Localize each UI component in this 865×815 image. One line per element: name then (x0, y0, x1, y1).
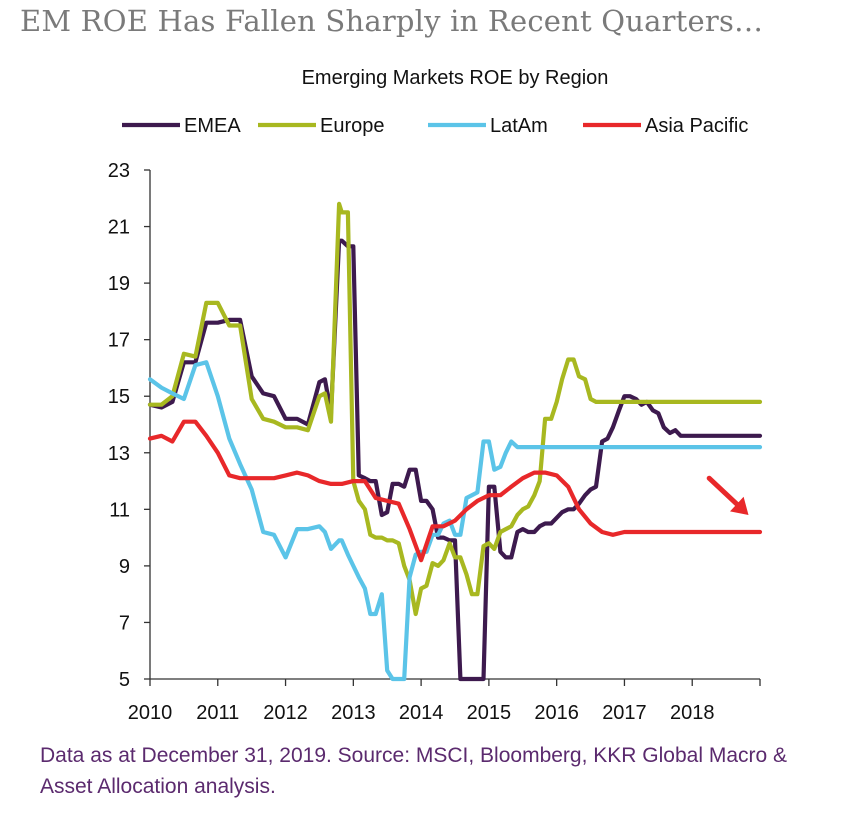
series-line-asia-pacific (147, 419, 763, 563)
trend-arrow-shaft (706, 475, 740, 507)
annotations (706, 475, 749, 515)
y-tick-label: 5 (119, 669, 130, 691)
y-tick-label: 19 (108, 273, 130, 295)
y-tick-label: 15 (108, 386, 130, 408)
x-tick-label: 2010 (128, 702, 173, 724)
legend-label: EMEA (184, 115, 241, 137)
y-tick-label: 17 (108, 330, 130, 352)
x-tick-label: 2015 (467, 702, 512, 724)
legend: EMEA Europe LatAm Asia Pacific (122, 115, 748, 137)
series-line-europe (147, 201, 763, 617)
x-tick-label: 2017 (602, 702, 647, 724)
x-tick-label: 2011 (196, 702, 239, 724)
source-footnote: Data as at December 31, 2019. Source: MS… (40, 744, 788, 798)
legend-label: LatAm (490, 115, 548, 137)
trend-arrow-head (730, 496, 749, 515)
chart-title: Emerging Markets ROE by Region (302, 67, 609, 89)
legend-label: Asia Pacific (645, 115, 748, 137)
x-tick-label: 2012 (263, 702, 308, 724)
x-tick-label: 2016 (534, 702, 579, 724)
x-tick-label: 2018 (670, 702, 715, 724)
page-headline: EM ROE Has Fallen Sharply in Recent Quar… (20, 4, 764, 38)
y-tick-label: 23 (108, 160, 130, 182)
y-tick-label: 21 (108, 217, 130, 239)
roe-line-chart: Emerging Markets ROE by Region EMEA Europ… (108, 67, 763, 724)
y-tick-label: 9 (119, 556, 130, 578)
x-tick-label: 2014 (399, 702, 444, 724)
series-lines (147, 201, 763, 682)
legend-label: Europe (320, 115, 385, 137)
y-tick-label: 11 (109, 499, 130, 521)
x-axis: 2010 2011 2012 2013 2014 2015 2016 2017 2018 (128, 678, 761, 724)
y-tick-label: 7 (119, 612, 130, 634)
series-line-latam (147, 360, 763, 682)
series-line-emea (147, 238, 763, 682)
y-axis: 5 7 9 11 13 15 17 19 21 23 (108, 160, 151, 691)
x-tick-label: 2013 (331, 702, 376, 724)
y-tick-label: 13 (108, 443, 130, 465)
